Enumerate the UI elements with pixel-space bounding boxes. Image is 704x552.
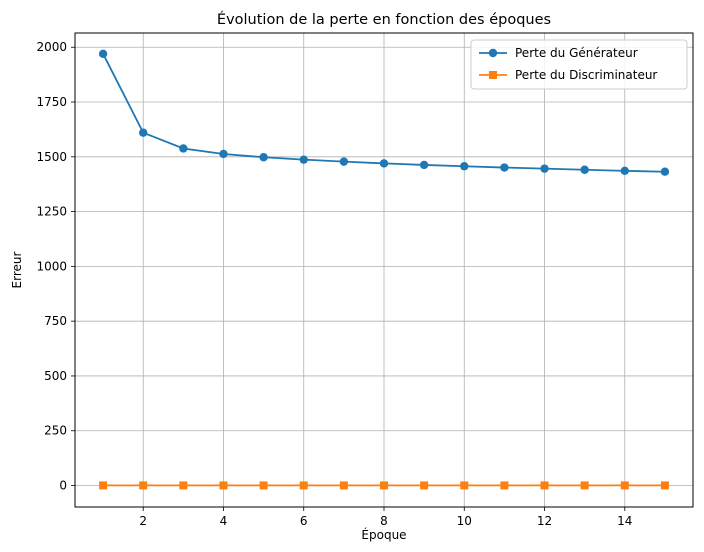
data-point xyxy=(660,481,669,490)
x-axis-label: Époque xyxy=(361,527,406,542)
data-point xyxy=(420,481,429,490)
data-point xyxy=(219,481,228,490)
x-tick-label: 8 xyxy=(380,514,388,528)
x-tick-label: 14 xyxy=(617,514,632,528)
data-point xyxy=(540,481,549,490)
data-point xyxy=(419,160,429,170)
data-point xyxy=(660,167,670,176)
y-tick-label: 0 xyxy=(59,479,67,493)
data-point xyxy=(139,481,148,490)
legend-marker xyxy=(489,71,497,79)
x-tick-label: 12 xyxy=(537,514,552,528)
plot-frame xyxy=(74,32,694,508)
legend: Perte du Générateur Perte du Discriminate… xyxy=(470,39,688,90)
data-point xyxy=(500,481,509,490)
data-point xyxy=(460,481,469,490)
data-point xyxy=(379,159,389,168)
x-tick-label: 6 xyxy=(300,514,308,528)
chart-title: Évolution de la perte en fonction des ép… xyxy=(217,11,551,28)
series-layer xyxy=(98,49,670,490)
legend-marker xyxy=(488,48,498,58)
axis-ticks: 2 4 6 8 10 12 14 0 250 500 750 1000 1250 1500 1750 2000 xyxy=(36,40,632,528)
data-point xyxy=(500,163,509,172)
y-tick-label: 1250 xyxy=(36,205,67,219)
data-point xyxy=(179,481,188,490)
data-point xyxy=(139,128,148,137)
y-tick-label: 750 xyxy=(44,314,67,328)
data-point xyxy=(259,481,268,490)
grid-lines xyxy=(75,33,693,507)
y-tick-label: 1500 xyxy=(36,150,67,164)
data-point xyxy=(299,155,308,164)
x-tick-label: 10 xyxy=(457,514,472,528)
data-point xyxy=(339,481,348,490)
y-tick-label: 250 xyxy=(44,424,67,438)
data-point xyxy=(339,157,349,166)
data-point xyxy=(540,164,549,173)
data-point xyxy=(259,153,268,162)
data-point xyxy=(98,49,108,59)
y-axis-label: Erreur xyxy=(10,251,24,288)
data-point xyxy=(99,481,108,490)
x-tick-label: 4 xyxy=(220,514,228,528)
data-point xyxy=(460,162,469,171)
data-point xyxy=(380,481,388,490)
data-point xyxy=(299,481,308,490)
data-point xyxy=(580,165,589,174)
y-tick-label: 1750 xyxy=(36,95,67,109)
legend-box xyxy=(470,39,688,90)
x-tick-label: 2 xyxy=(139,514,147,528)
data-point xyxy=(219,149,228,159)
y-tick-label: 2000 xyxy=(36,40,67,54)
data-point xyxy=(179,144,188,153)
legend-label: Perte du Discriminateur xyxy=(515,68,657,82)
y-tick-label: 1000 xyxy=(36,259,67,273)
y-tick-label: 500 xyxy=(44,369,67,383)
legend-label: Perte du Générateur xyxy=(515,46,638,60)
data-point xyxy=(580,481,589,490)
data-point xyxy=(620,166,629,176)
data-point xyxy=(620,481,629,490)
